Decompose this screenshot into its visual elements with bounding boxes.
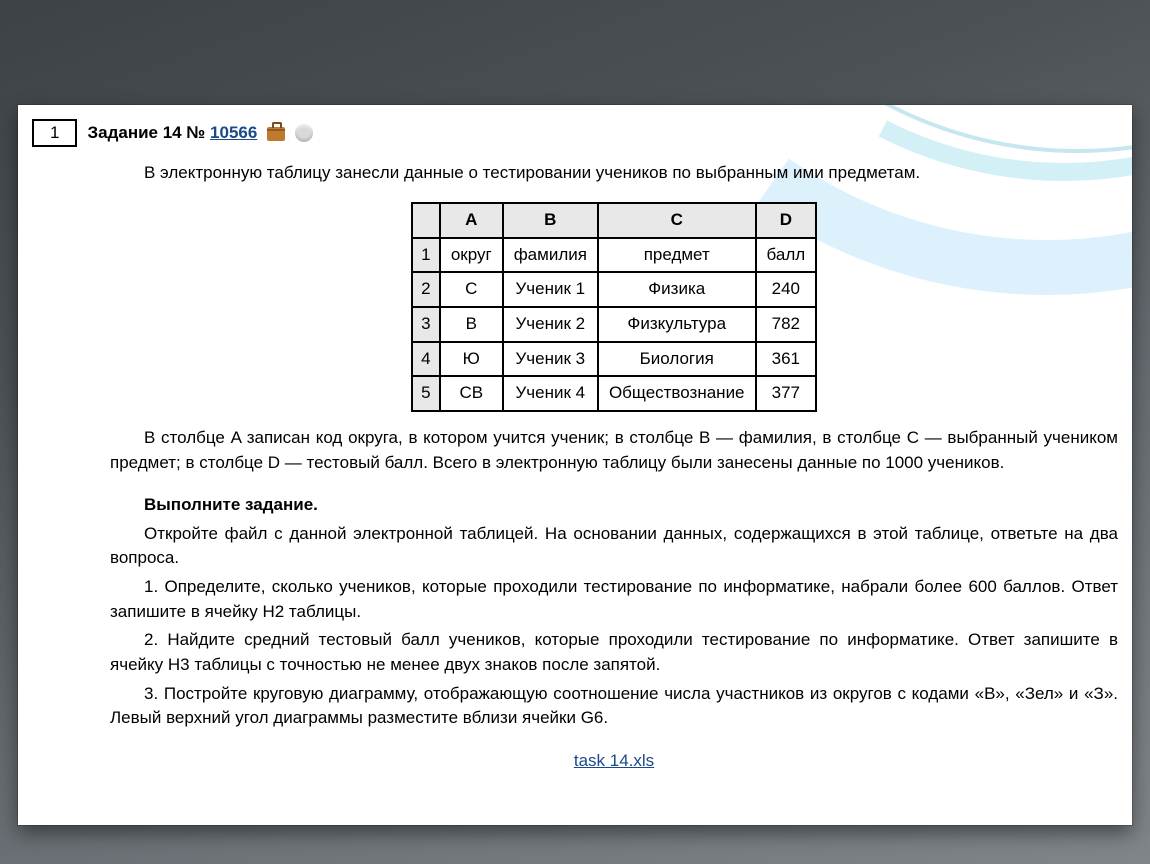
table-row: 2 С Ученик 1 Физика 240: [412, 272, 816, 307]
cell: Биология: [598, 342, 756, 377]
question-number: 1: [50, 123, 59, 142]
spreadsheet-sample-table: A B C D 1 округ фамилия предмет балл: [411, 202, 817, 412]
cell: Ю: [440, 342, 503, 377]
row-number: 2: [412, 272, 440, 307]
question-2: 2. Найдите средний тестовый балл ученико…: [110, 628, 1118, 677]
cell: С: [440, 272, 503, 307]
cell: Ученик 4: [503, 376, 598, 411]
cell: Ученик 1: [503, 272, 598, 307]
briefcase-icon[interactable]: [267, 127, 285, 141]
col-header: A: [440, 203, 503, 238]
cell: 361: [756, 342, 817, 377]
cell: В: [440, 307, 503, 342]
explain-text: В столбце A записан код округа, в которо…: [110, 426, 1118, 475]
table-header-row: A B C D: [412, 203, 816, 238]
col-header: B: [503, 203, 598, 238]
slide-stage: 1 Задание 14 № 10566 В электронную табли…: [0, 0, 1150, 864]
table-row: 1 округ фамилия предмет балл: [412, 238, 816, 273]
table-row: 5 СВ Ученик 4 Обществознание 377: [412, 376, 816, 411]
content-sheet: 1 Задание 14 № 10566 В электронную табли…: [18, 105, 1132, 825]
row-number: 3: [412, 307, 440, 342]
task-label: Задание 14: [87, 123, 186, 142]
cell: СВ: [440, 376, 503, 411]
task-body: В электронную таблицу занесли данные о т…: [110, 161, 1118, 773]
cell: 240: [756, 272, 817, 307]
task-id-link[interactable]: 10566: [210, 123, 257, 142]
open-file-text: Откройте файл с данной электронной табли…: [110, 522, 1118, 571]
cell: балл: [756, 238, 817, 273]
cell: фамилия: [503, 238, 598, 273]
cell: предмет: [598, 238, 756, 273]
do-heading: Выполните задание.: [110, 493, 1118, 518]
row-number: 4: [412, 342, 440, 377]
question-number-box: 1: [32, 119, 77, 147]
cell: 377: [756, 376, 817, 411]
task-title-group: Задание 14 № 10566: [87, 123, 257, 143]
col-header: D: [756, 203, 817, 238]
row-number: 1: [412, 238, 440, 273]
download-row: task 14.xls: [110, 749, 1118, 774]
cell: округ: [440, 238, 503, 273]
cell: 782: [756, 307, 817, 342]
intro-text: В электронную таблицу занесли данные о т…: [110, 161, 1118, 186]
table-corner-cell: [412, 203, 440, 238]
download-link[interactable]: task 14.xls: [574, 751, 654, 770]
cell: Физика: [598, 272, 756, 307]
table-row: 3 В Ученик 2 Физкультура 782: [412, 307, 816, 342]
table-row: 4 Ю Ученик 3 Биология 361: [412, 342, 816, 377]
question-1: 1. Определите, сколько учеников, которые…: [110, 575, 1118, 624]
cell: Ученик 2: [503, 307, 598, 342]
task-header: 1 Задание 14 № 10566: [32, 119, 1118, 147]
task-number-prefix: №: [186, 123, 210, 142]
cell: Ученик 3: [503, 342, 598, 377]
cell: Физкультура: [598, 307, 756, 342]
status-dot-icon[interactable]: [295, 124, 313, 142]
cell: Обществознание: [598, 376, 756, 411]
question-3: 3. Постройте круговую диаграмму, отображ…: [110, 682, 1118, 731]
row-number: 5: [412, 376, 440, 411]
col-header: C: [598, 203, 756, 238]
